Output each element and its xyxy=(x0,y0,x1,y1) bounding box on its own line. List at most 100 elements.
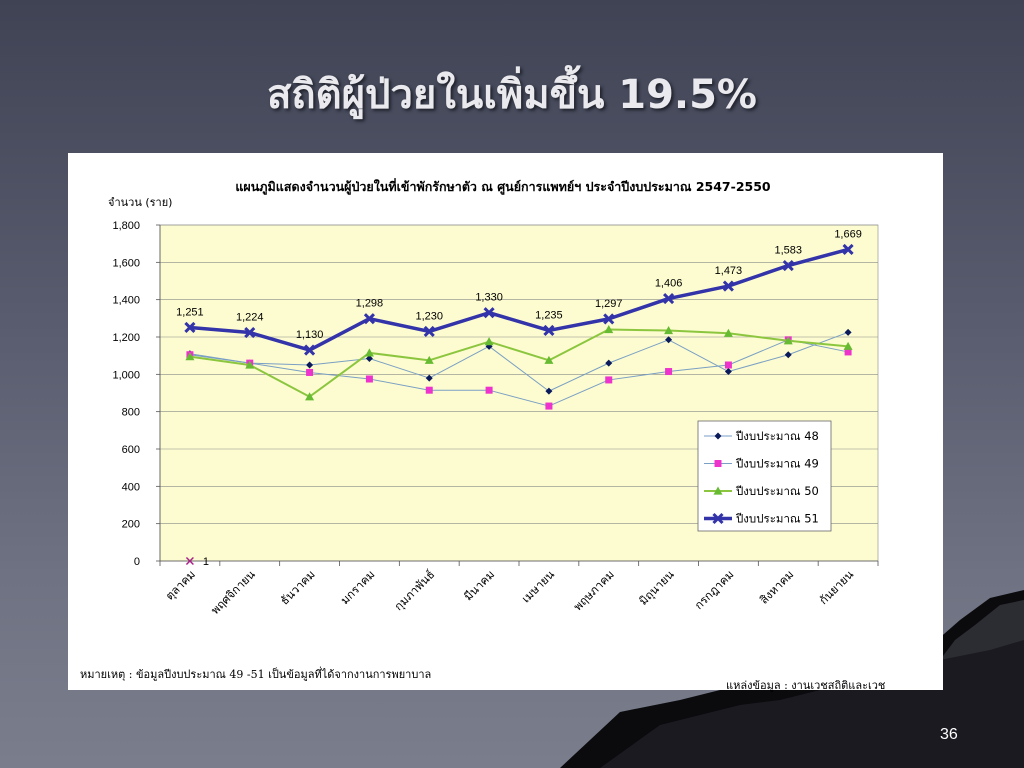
data-point-series-3 xyxy=(483,307,495,319)
data-label: 1,583 xyxy=(774,245,802,257)
x-tick-label: สิงหาคม xyxy=(757,567,797,607)
legend-label: ปีงบประมาณ 49 xyxy=(735,457,819,471)
legend-label: ปีงบประมาณ 48 xyxy=(735,429,819,443)
y-tick-label: 200 xyxy=(122,519,140,531)
y-tick-label: 800 xyxy=(122,407,140,419)
data-label: 1,251 xyxy=(176,306,204,318)
x-tick-label: มีนาคม xyxy=(461,567,497,603)
data-point-series-2 xyxy=(843,341,853,350)
data-point-series-3 xyxy=(663,292,675,305)
data-point-series-3 xyxy=(842,243,854,256)
data-point-series-1 xyxy=(545,402,553,410)
data-point-series-1 xyxy=(365,375,373,383)
data-point-series-3 xyxy=(782,259,794,272)
data-point-series-1 xyxy=(306,368,314,376)
legend-marker xyxy=(713,486,723,495)
data-point-series-1 xyxy=(485,386,493,394)
x-tick-label: พฤศจิกายน xyxy=(208,567,258,617)
data-label: 1,406 xyxy=(655,278,683,290)
data-label: 1,298 xyxy=(356,298,384,310)
data-point-series-2 xyxy=(484,337,494,346)
y-tick-label: 1,400 xyxy=(112,295,140,307)
data-point-series-2 xyxy=(604,325,614,334)
data-point-series-0 xyxy=(365,354,373,362)
series-line-2 xyxy=(189,328,849,398)
data-point-series-3 xyxy=(244,326,256,339)
series-line-3 xyxy=(189,247,849,352)
x-tick-label: กันยายน xyxy=(816,567,856,607)
x-tick-label: มิถุนายน xyxy=(636,567,677,608)
data-point-series-0 xyxy=(784,351,792,359)
data-point-series-1 xyxy=(724,361,732,369)
data-label: 1,130 xyxy=(296,329,324,341)
chart-panel: แผนภูมิแสดงจำนวนผู้ป่วยในที่เข้าพักรักษา… xyxy=(68,153,943,692)
legend-marker xyxy=(714,432,722,440)
data-point-series-3 xyxy=(184,321,196,334)
series-line-0 xyxy=(189,331,849,392)
data-source: แหล่งข้อมูล : งานเวชสถิติและเวช xyxy=(726,679,886,692)
data-point-series-2 xyxy=(245,360,255,369)
data-point-series-0 xyxy=(425,374,433,382)
y-tick-label: 1,200 xyxy=(112,332,140,344)
footnote: หมายเหตุ : ข้อมูลปีงบประมาณ 49 -51 เป็นข… xyxy=(80,668,432,681)
x-tick-label: ตุลาคม xyxy=(163,567,199,603)
data-point-series-3 xyxy=(304,344,316,356)
x-tick-label: ธันวาคม xyxy=(277,567,317,607)
chart-title: แผนภูมิแสดงจำนวนผู้ป่วยในที่เข้าพักรักษา… xyxy=(235,178,771,195)
legend-marker xyxy=(712,512,724,525)
y-tick-label: 1,600 xyxy=(112,257,140,269)
data-label: 1,297 xyxy=(595,298,623,310)
data-point-series-2 xyxy=(544,355,554,364)
data-point-series-1 xyxy=(665,368,673,376)
data-point-series-0 xyxy=(844,328,852,336)
legend-marker xyxy=(714,460,722,467)
data-point-series-3 xyxy=(603,313,615,325)
data-label: 1,224 xyxy=(236,312,264,324)
data-label: 1,230 xyxy=(415,310,443,322)
y-tick-label: 0 xyxy=(134,556,140,568)
data-point-series-2 xyxy=(424,355,434,364)
data-point-series-2 xyxy=(723,328,733,337)
data-point-series-3 xyxy=(363,313,375,325)
x-tick-label: พฤษภาคม xyxy=(571,567,617,613)
data-point-series-3 xyxy=(722,280,734,292)
x-tick-label: กุมภาพันธ์ xyxy=(391,567,437,613)
legend-label: ปีงบประมาณ 51 xyxy=(735,512,819,526)
data-point-series-2 xyxy=(664,325,674,335)
data-point-series-2 xyxy=(364,348,374,357)
data-point-series-0 xyxy=(605,359,613,367)
data-point-series-0 xyxy=(665,336,673,344)
x-tick-label: เมษายน xyxy=(519,567,557,605)
data-label: 1,330 xyxy=(475,292,503,304)
data-point-series-1 xyxy=(425,386,433,394)
data-point-series-2 xyxy=(305,392,315,401)
slide-title: สถิติผู้ป่วยในเพิ่มขึ้น 19.5% xyxy=(267,72,757,118)
data-point-series-2 xyxy=(185,352,195,361)
page-number: 36 xyxy=(940,726,958,743)
data-point-series-1 xyxy=(605,376,613,384)
x-tick-label: กรกฎาคม xyxy=(692,567,737,612)
data-label: 1,235 xyxy=(535,309,563,321)
data-label: 1,669 xyxy=(834,228,862,240)
data-point-series-0 xyxy=(724,368,732,376)
data-label: 1,473 xyxy=(715,265,743,277)
data-point-series-1 xyxy=(844,348,852,356)
y-axis-label: จำนวน (ราย) xyxy=(108,196,172,209)
line-chart: แผนภูมิแสดงจำนวนผู้ป่วยในที่เข้าพักรักษา… xyxy=(108,178,879,617)
annotation-marker xyxy=(185,556,194,566)
data-point-series-3 xyxy=(423,325,435,337)
data-point-series-0 xyxy=(485,342,493,350)
legend-label: ปีงบประมาณ 50 xyxy=(735,484,819,498)
y-tick-label: 400 xyxy=(122,481,140,493)
annotation-label: 1 xyxy=(203,556,209,568)
x-tick-label: มกราคม xyxy=(338,567,378,607)
data-point-series-0 xyxy=(306,361,314,369)
legend-box xyxy=(697,420,832,532)
y-tick-label: 1,800 xyxy=(112,220,140,232)
series-line-1 xyxy=(189,339,849,407)
data-point-series-2 xyxy=(783,336,793,345)
y-tick-label: 600 xyxy=(122,444,140,456)
data-point-series-0 xyxy=(545,387,553,395)
data-point-series-3 xyxy=(543,324,555,337)
y-tick-label: 1,000 xyxy=(112,369,140,381)
